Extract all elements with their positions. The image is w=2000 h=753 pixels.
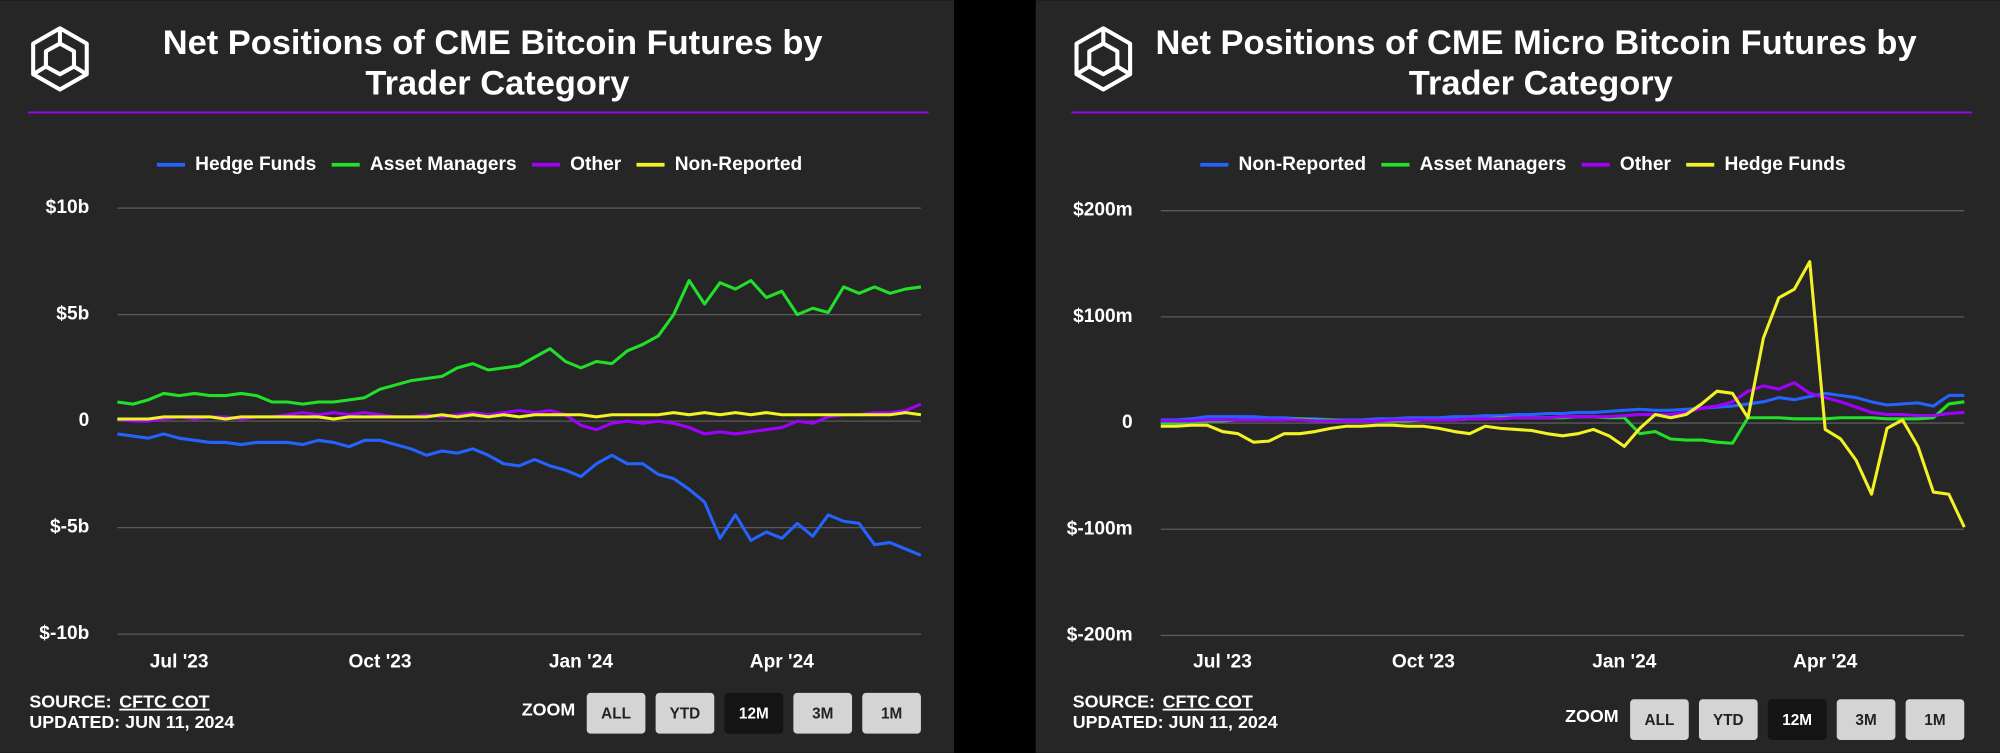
zoom-button-bg bbox=[1836, 699, 1896, 741]
zoom-button[interactable]: YTD bbox=[1698, 699, 1758, 741]
zoom-button[interactable]: 1M bbox=[862, 692, 921, 734]
source-link: CFTC COT bbox=[119, 692, 209, 712]
zoom-button[interactable]: ALL bbox=[586, 692, 646, 734]
chart-title: Net Positions of CME Bitcoin Futures by … bbox=[163, 24, 832, 103]
zoom-label: ZOOM bbox=[1565, 706, 1619, 726]
zoom-button-label: 1M bbox=[1924, 712, 1945, 729]
legend-label: Non-Reported bbox=[1239, 154, 1367, 175]
zoom-button[interactable]: 3M bbox=[793, 692, 853, 734]
panel bbox=[1035, 0, 2000, 753]
zoom-button-bg bbox=[586, 692, 646, 734]
x-tick-label: Oct '23 bbox=[349, 651, 412, 672]
legend-label: Other bbox=[570, 154, 622, 175]
zoom-label: ZOOM bbox=[522, 699, 576, 719]
updated: UPDATED: JUN 11, 2024 bbox=[1073, 712, 1278, 732]
series-line bbox=[117, 279, 922, 406]
logo bbox=[31, 26, 89, 92]
chart-title: Net Positions of CME Micro Bitcoin Futur… bbox=[1155, 24, 1926, 103]
zoom-button-bg bbox=[1698, 699, 1758, 741]
y-tick-label: 0 bbox=[79, 410, 90, 431]
logo-hexagon bbox=[1074, 26, 1133, 92]
zoom-button-label: YTD bbox=[670, 706, 701, 723]
x-tick-label: Oct '23 bbox=[1392, 651, 1455, 672]
zoom-button-bg bbox=[1767, 699, 1827, 741]
zoom-button-label: 3M bbox=[1855, 712, 1876, 729]
zoom-button[interactable]: 12M bbox=[1767, 699, 1827, 741]
zoom-button-label: 12M bbox=[739, 706, 769, 723]
x-tick-label: Jul '23 bbox=[150, 651, 209, 672]
zoom-button[interactable]: 1M bbox=[1905, 699, 1965, 741]
zoom-button-label: 12M bbox=[1782, 712, 1812, 729]
zoom-button-bg bbox=[793, 692, 853, 734]
y-tick-label: $-100m bbox=[1067, 518, 1133, 539]
legend-label: Asset Managers bbox=[370, 154, 517, 175]
source-label: SOURCE: bbox=[29, 692, 111, 712]
zoom-button-label: ALL bbox=[601, 706, 631, 723]
zoom-button[interactable]: 12M bbox=[724, 692, 784, 734]
source-link: CFTC COT bbox=[1163, 692, 1253, 712]
y-tick-label: $-10b bbox=[39, 623, 89, 644]
zoom-button-bg bbox=[862, 692, 921, 734]
y-tick-label: 0 bbox=[1122, 412, 1133, 433]
legend-label: Other bbox=[1620, 154, 1672, 175]
x-tick-label: Apr '24 bbox=[750, 651, 814, 672]
zoom-button[interactable]: YTD bbox=[655, 692, 715, 734]
zoom-button[interactable]: 3M bbox=[1836, 699, 1896, 741]
zoom-button-bg bbox=[724, 692, 784, 734]
logo-cube bbox=[32, 28, 88, 77]
updated: UPDATED: JUN 11, 2024 bbox=[29, 712, 234, 732]
legend-label: Non-Reported bbox=[675, 154, 802, 175]
panel bbox=[0, 0, 955, 753]
zoom-button-bg bbox=[655, 692, 715, 734]
zoom-button-bg bbox=[1630, 699, 1689, 741]
source-label: SOURCE: bbox=[1073, 692, 1155, 712]
zoom-button-label: ALL bbox=[1645, 712, 1675, 729]
x-tick-label: Jan '24 bbox=[1592, 651, 1656, 672]
y-tick-label: $5b bbox=[56, 304, 89, 325]
legend: Non-Reported Asset Managers Other Hedge Fun… bbox=[1200, 154, 1846, 175]
x-tick-label: Apr '24 bbox=[1793, 651, 1857, 672]
legend-label: Hedge Funds bbox=[195, 154, 316, 175]
series-line bbox=[1160, 260, 1966, 528]
x-tick-label: Jul '23 bbox=[1193, 651, 1252, 672]
y-tick-label: $-200m bbox=[1067, 624, 1133, 645]
x-tick-label: Jan '24 bbox=[549, 651, 613, 672]
zoom-button-label: YTD bbox=[1713, 712, 1744, 729]
legend-label: Asset Managers bbox=[1420, 154, 1567, 175]
y-tick-label: $200m bbox=[1073, 200, 1133, 221]
series-line bbox=[117, 411, 922, 421]
zoom-button-label: 3M bbox=[812, 706, 833, 723]
series-line bbox=[117, 432, 922, 557]
logo bbox=[1074, 26, 1133, 92]
y-tick-label: $-5b bbox=[50, 517, 89, 538]
zoom-button-label: 1M bbox=[881, 706, 902, 723]
zoom-button[interactable]: ALL bbox=[1630, 699, 1689, 741]
legend: Hedge Funds Asset Managers Other Non-Report… bbox=[156, 154, 802, 175]
logo-cube bbox=[1075, 28, 1132, 77]
logo-hexagon bbox=[31, 26, 89, 92]
y-tick-label: $10b bbox=[46, 197, 90, 218]
series-line bbox=[1160, 381, 1965, 423]
zoom-button-bg bbox=[1905, 699, 1965, 741]
y-tick-label: $100m bbox=[1073, 306, 1133, 327]
legend-label: Hedge Funds bbox=[1724, 154, 1845, 175]
